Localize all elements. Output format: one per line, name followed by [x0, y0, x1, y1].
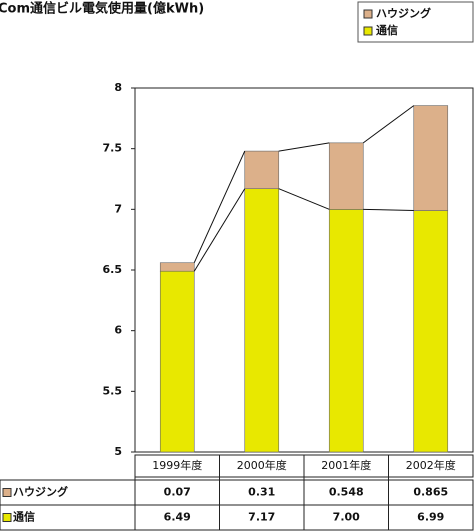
bar — [328, 142, 364, 210]
table-row-label: ハウジング — [13, 485, 68, 499]
y-tick-label: 7 — [114, 202, 122, 215]
legend-label: 通信 — [376, 23, 398, 37]
table-row-label: 通信 — [13, 510, 35, 524]
legend-box — [357, 1, 474, 43]
series-line — [362, 105, 415, 144]
y-tick-label: 7.5 — [103, 142, 123, 155]
y-tick-label: 8 — [114, 81, 122, 94]
series-line — [278, 142, 330, 152]
series-line — [363, 208, 414, 212]
table-value: 0.07 — [164, 486, 191, 499]
x-tick-label: 2001年度 — [321, 458, 371, 472]
series-line — [193, 188, 246, 272]
table-value: 6.99 — [417, 511, 444, 524]
table-value: 0.865 — [413, 486, 448, 499]
chart-title: Com通信ビル電気使用量(億kWh) — [0, 1, 204, 17]
series-line — [193, 150, 246, 263]
y-tick-label: 5.5 — [103, 384, 123, 397]
legend-swatch — [363, 9, 373, 19]
table-row — [0, 504, 474, 531]
legend-swatch — [363, 26, 373, 36]
table-swatch — [2, 488, 12, 497]
x-tick-label: 2002年度 — [406, 458, 456, 472]
x-tick-label: 1999年度 — [152, 458, 202, 472]
table-row — [0, 479, 474, 506]
bar — [159, 270, 195, 453]
table-value: 0.548 — [329, 486, 364, 499]
series-line — [278, 188, 330, 210]
table-swatch — [2, 513, 12, 522]
y-tick-label: 5 — [114, 445, 122, 458]
table-value: 6.49 — [164, 511, 191, 524]
bar — [413, 210, 449, 453]
bar — [159, 262, 195, 272]
bar — [244, 150, 280, 190]
bar — [244, 188, 280, 453]
y-tick-label: 6 — [114, 324, 122, 337]
bar — [413, 105, 449, 211]
x-tick-label: 2000年度 — [237, 458, 287, 472]
table-value: 7.00 — [333, 511, 360, 524]
legend-label: ハウジング — [376, 6, 431, 20]
table-value: 0.31 — [248, 486, 275, 499]
bar — [328, 209, 364, 453]
y-tick-label: 6.5 — [103, 263, 123, 276]
table-value: 7.17 — [248, 511, 275, 524]
